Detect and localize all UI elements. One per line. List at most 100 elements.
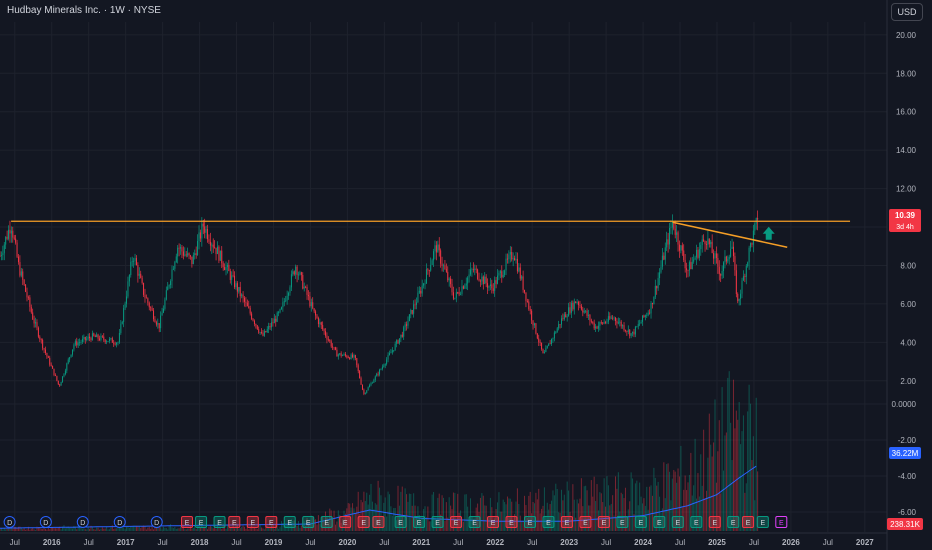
volume-bar bbox=[551, 500, 553, 531]
earnings-marker-icon[interactable] bbox=[487, 516, 500, 528]
earnings-marker-icon[interactable] bbox=[523, 516, 536, 528]
earnings-marker-icon[interactable] bbox=[653, 516, 666, 528]
volume-bar bbox=[377, 480, 379, 531]
dividend-marker-icon[interactable] bbox=[3, 516, 16, 528]
earnings-marker-icon[interactable] bbox=[339, 516, 352, 528]
earnings-marker-icon[interactable] bbox=[579, 516, 592, 528]
volume-bar bbox=[248, 529, 250, 531]
volume-bar bbox=[322, 516, 324, 531]
dividend-marker-icon[interactable] bbox=[150, 516, 163, 528]
dividend-marker-icon[interactable] bbox=[113, 516, 126, 528]
volume-bar bbox=[347, 503, 349, 531]
volume-bar bbox=[204, 527, 206, 531]
earnings-marker-icon[interactable] bbox=[431, 516, 444, 528]
earnings-marker-icon[interactable] bbox=[727, 516, 740, 528]
earnings-marker-icon[interactable] bbox=[542, 516, 555, 528]
volume-bar bbox=[359, 513, 361, 531]
earnings-marker-icon[interactable] bbox=[302, 516, 315, 528]
candle-body bbox=[189, 255, 191, 257]
earnings-marker-icon[interactable] bbox=[181, 516, 194, 528]
earnings-marker-icon[interactable] bbox=[597, 516, 610, 528]
volume-bar bbox=[282, 523, 284, 531]
volume-bar bbox=[386, 516, 388, 531]
candle-body bbox=[3, 244, 5, 254]
candle-body bbox=[533, 323, 535, 326]
trendline[interactable] bbox=[672, 221, 788, 248]
candle-body bbox=[251, 313, 253, 319]
up-arrow-icon[interactable] bbox=[762, 226, 775, 240]
volume-bar bbox=[131, 526, 133, 531]
earnings-marker-icon[interactable] bbox=[775, 516, 788, 528]
candle-body bbox=[323, 328, 325, 332]
volume-bar bbox=[197, 525, 199, 531]
volume-bar bbox=[650, 485, 652, 531]
candle-body bbox=[666, 239, 668, 248]
earnings-marker-icon[interactable] bbox=[320, 516, 333, 528]
volume-bar bbox=[430, 521, 432, 531]
earnings-marker-icon[interactable] bbox=[394, 516, 407, 528]
earnings-marker-icon[interactable] bbox=[690, 516, 703, 528]
earnings-marker-icon[interactable] bbox=[616, 516, 629, 528]
dividend-marker-icon[interactable] bbox=[39, 516, 52, 528]
candle-body bbox=[633, 331, 635, 335]
earnings-marker-icon[interactable] bbox=[505, 516, 518, 528]
earnings-marker-icon[interactable] bbox=[283, 516, 296, 528]
candle-body bbox=[349, 357, 351, 360]
candle-body bbox=[734, 256, 736, 271]
earnings-marker-icon[interactable] bbox=[742, 516, 755, 528]
volume-bar bbox=[356, 506, 358, 531]
candle-body bbox=[313, 308, 315, 312]
volume-bar bbox=[474, 518, 476, 531]
candle-body bbox=[29, 297, 31, 307]
earnings-marker-icon[interactable] bbox=[671, 516, 684, 528]
volume-bar bbox=[676, 482, 678, 531]
candle-body bbox=[495, 280, 497, 284]
candle-body bbox=[245, 301, 247, 303]
earnings-marker-icon[interactable] bbox=[708, 516, 721, 528]
earnings-marker-icon[interactable] bbox=[372, 516, 385, 528]
candle-body bbox=[713, 253, 715, 259]
volume-bar bbox=[572, 484, 574, 531]
volume-bar bbox=[312, 517, 314, 531]
earnings-marker-icon[interactable] bbox=[246, 516, 259, 528]
volume-bar bbox=[538, 488, 540, 531]
candle-body bbox=[649, 312, 651, 314]
candle-body bbox=[42, 339, 44, 349]
volume-bar bbox=[54, 528, 56, 531]
volume-bar bbox=[414, 505, 416, 531]
event-marker-label: E bbox=[528, 520, 533, 527]
candle-body bbox=[161, 312, 163, 316]
earnings-marker-icon[interactable] bbox=[450, 516, 463, 528]
volume-bar bbox=[384, 497, 386, 531]
volume-bar bbox=[590, 480, 592, 531]
earnings-marker-icon[interactable] bbox=[560, 516, 573, 528]
candle-body bbox=[182, 251, 184, 256]
volume-bar bbox=[757, 471, 759, 531]
volume-bar bbox=[104, 528, 106, 531]
candle-body bbox=[359, 371, 361, 379]
earnings-marker-icon[interactable] bbox=[357, 516, 370, 528]
currency-button[interactable]: USD bbox=[891, 3, 923, 21]
volume-bar bbox=[77, 525, 79, 531]
candle-body bbox=[705, 244, 707, 245]
volume-bar bbox=[398, 505, 400, 531]
earnings-marker-icon[interactable] bbox=[213, 516, 226, 528]
earnings-marker-icon[interactable] bbox=[265, 516, 278, 528]
candle-body bbox=[374, 376, 376, 381]
earnings-marker-icon[interactable] bbox=[413, 516, 426, 528]
earnings-marker-icon[interactable] bbox=[228, 516, 241, 528]
earnings-marker-icon[interactable] bbox=[634, 516, 647, 528]
volume-bar bbox=[579, 498, 581, 531]
earnings-marker-icon[interactable] bbox=[468, 516, 481, 528]
candle-body bbox=[16, 242, 18, 257]
volume-bar bbox=[26, 529, 28, 531]
candle-body bbox=[404, 324, 406, 328]
candle-body bbox=[280, 307, 282, 310]
earnings-marker-icon[interactable] bbox=[756, 516, 769, 528]
earnings-marker-icon[interactable] bbox=[195, 516, 208, 528]
candle-body bbox=[20, 271, 22, 276]
candle-body bbox=[538, 338, 540, 343]
dividend-marker-icon[interactable] bbox=[76, 516, 89, 528]
volume-bar bbox=[418, 514, 420, 531]
